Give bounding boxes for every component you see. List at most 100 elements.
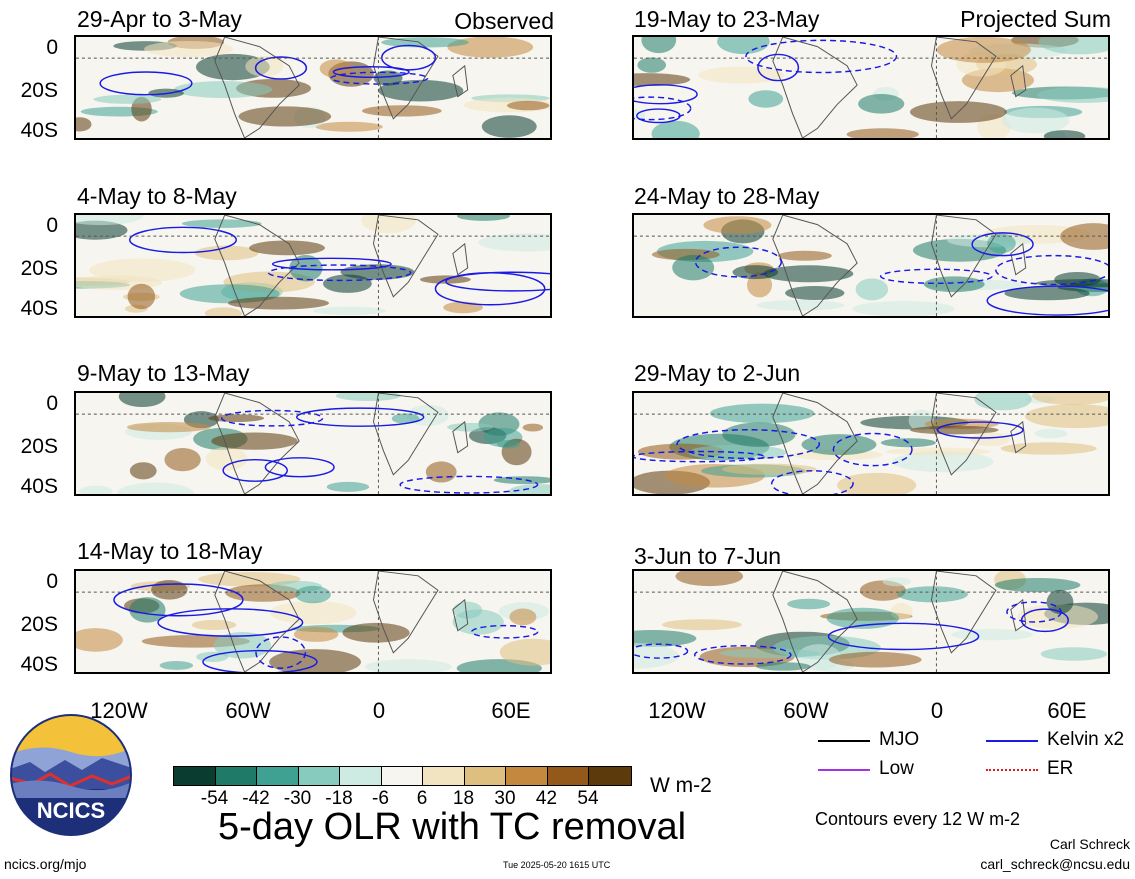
kelvin-contour [634,643,689,659]
panel-title: 19-May to 23-May [634,6,820,32]
kelvin-contour [986,285,1108,316]
x-tick-label: 60E [491,698,531,723]
colorbar-tick-label: -30 [283,788,312,809]
olr-anomaly [1032,393,1108,406]
olr-anomaly [837,472,917,494]
coastline [1010,64,1027,98]
olr-anomaly [93,94,162,104]
olr-anomaly [756,299,845,311]
kelvin-contour [381,44,437,71]
colorbar-swatch [547,767,589,785]
olr-anomaly [1004,286,1090,301]
legend-label-kelvin: Kelvin x2 [1047,729,1125,750]
kelvin-contour [693,645,792,665]
olr-anomaly [936,37,1031,63]
olr-anomaly [228,296,329,310]
y-tick-label: 40S [20,475,58,498]
olr-anomaly [507,100,550,111]
coastline [930,215,997,298]
coastline [772,37,858,138]
olr-anomaly [722,422,796,447]
colorbar-tick-label: 18 [452,788,475,809]
olr-anomaly [719,648,820,659]
olr-anomaly [1000,442,1097,455]
olr-anomaly [1054,271,1101,287]
olr-anomaly [855,278,889,301]
olr-anomaly [323,274,372,293]
olr-anomaly [703,216,772,234]
olr-anomaly [315,121,383,132]
legend-line-kelvin [986,740,1038,742]
colorbar-swatch [215,767,257,785]
colorbar [173,766,632,786]
colorbar-swatch [464,767,506,785]
kelvin-contour [634,450,765,463]
olr-anomaly [1038,37,1108,55]
kelvin-contour [832,432,913,467]
olr-anomaly [994,578,1081,593]
kelvin-contour [757,53,800,82]
olr-anomaly [852,300,955,316]
olr-field [634,571,1108,672]
kelvin-contour [254,56,308,80]
kelvin-contour [445,271,550,292]
coastline [1010,242,1027,276]
olr-anomaly [1043,130,1086,138]
olr-field [634,393,1108,494]
coastline [372,393,439,476]
olr-anomaly [118,393,166,408]
kelvin-contour [676,429,821,460]
kelvin-contour [332,66,410,79]
panel-title: 29-Apr to 3-May [77,6,242,32]
olr-anomaly [717,37,770,55]
coastline [930,37,997,120]
coastline [372,37,439,120]
legend-label-mjo: MJO [879,729,920,750]
olr-anomaly [342,622,410,643]
colorbar-tick-label: 30 [494,788,516,809]
olr-anomaly [755,662,811,671]
olr-anomaly [709,403,815,424]
olr-anomaly [270,601,357,625]
kelvin-contour [113,583,244,617]
olr-anomaly [295,585,331,604]
colorbar-tick-label: -18 [325,788,353,809]
olr-anomaly [672,254,715,281]
olr-anomaly [974,393,1032,411]
olr-anomaly [373,70,403,86]
olr-anomaly [340,264,415,280]
olr-anomaly [522,423,544,432]
colorbar-swatch [506,767,548,785]
olr-anomaly [801,434,877,456]
y-tick-label: 0 [46,36,58,59]
olr-anomaly [293,626,339,642]
olr-anomaly [721,463,817,475]
colorbar-tick-label: 6 [416,788,428,809]
olr-anomaly [732,265,779,280]
olr-anomaly [378,79,464,102]
olr-anomaly [129,597,166,623]
olr-anomaly [361,215,416,234]
olr-anomaly [641,37,677,54]
y-tick-label: 20S [20,613,58,636]
olr-anomaly [634,629,697,647]
kelvin-contour [634,84,698,105]
olr-field [76,215,550,316]
olr-anomaly [509,608,537,626]
olr-anomaly [159,661,194,670]
coastline [772,571,858,672]
x-tick-label: 60W [225,698,271,723]
olr-anomaly [313,306,386,316]
olr-anomaly [748,90,784,108]
olr-anomaly [452,609,504,635]
olr-anomaly [481,115,537,138]
kelvin-contour [99,71,193,96]
olr-anomaly [425,461,457,483]
kelvin-contour [330,71,429,85]
olr-anomaly [970,432,1011,447]
olr-anomaly [987,233,1016,254]
olr-map [632,35,1110,140]
olr-anomaly [173,81,273,98]
legend-line-mjo [818,740,870,742]
site-url: ncics.org/mjo [4,856,87,872]
